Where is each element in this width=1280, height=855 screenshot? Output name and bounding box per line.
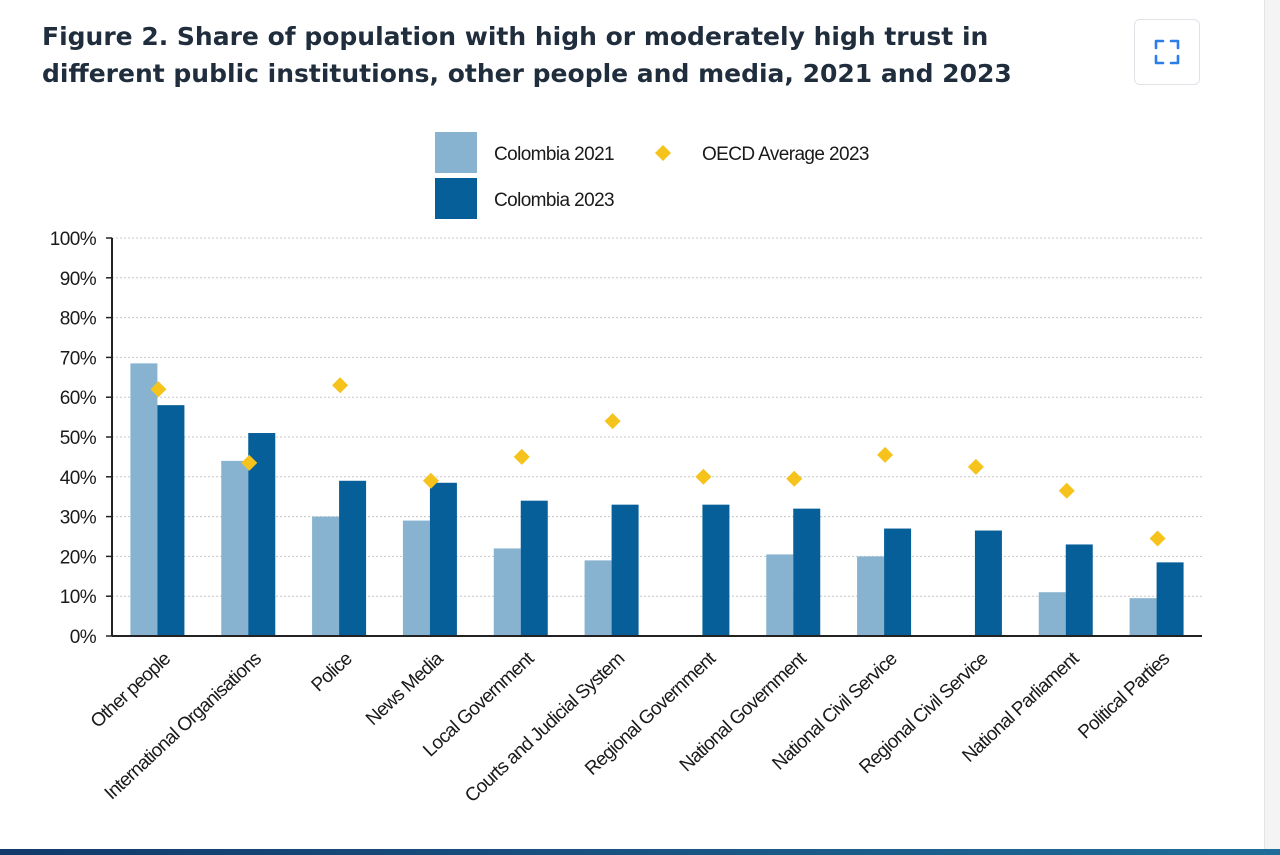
legend-label: Colombia 2021 [494,144,614,165]
legend-swatch [435,132,477,173]
page-title: Figure 2. Share of population with high … [42,22,1012,88]
bar-colombia-2021 [493,548,521,636]
legend-swatch [435,178,477,219]
marker-oecd-average-2023 [695,468,712,485]
bar-colombia-2021 [221,460,249,636]
x-category-label: Other people [87,649,175,733]
legend-swatch [655,145,671,161]
marker-oecd-average-2023 [1149,530,1166,547]
bar-colombia-2023 [429,482,457,636]
bar-colombia-2021 [1038,592,1066,636]
y-tick-label: 0% [70,627,97,648]
axes [111,238,1202,637]
bar-colombia-2023 [157,405,185,636]
x-category-label: International Organisations [101,649,266,805]
marker-oecd-average-2023 [877,446,894,463]
bar-colombia-2021 [402,520,430,636]
gridlines [106,237,1202,637]
bars [130,363,1184,636]
legend-colombia-2023: Colombia 2023 [435,178,615,219]
x-category-label: Police [308,649,357,697]
legend: Colombia 2021 Colombia 2023 OECD Average 2… [435,132,870,219]
marker-oecd-average-2023 [604,413,621,430]
oecd-markers [150,377,1166,547]
bar-colombia-2021 [584,560,612,636]
bar-colombia-2023 [1065,544,1093,636]
scrollbar[interactable] [1264,0,1280,855]
bar-colombia-2021 [1129,598,1157,636]
bar-colombia-2023 [611,504,639,636]
marker-oecd-average-2023 [150,381,167,398]
marker-oecd-average-2023 [422,472,439,489]
bar-colombia-2021 [766,554,794,636]
y-tick-label: 80% [60,309,97,330]
legend-label: OECD Average 2023 [702,144,869,165]
expand-button[interactable] [1134,19,1200,85]
y-tick-label: 20% [60,547,97,568]
y-tick-label: 40% [60,468,97,489]
y-tick-label: 60% [60,388,97,409]
marker-oecd-average-2023 [513,448,530,465]
marker-oecd-average-2023 [332,377,349,394]
marker-oecd-average-2023 [1058,482,1075,499]
bar-colombia-2023 [702,504,730,636]
y-tick-label: 70% [60,348,97,369]
bar-colombia-2021 [857,556,885,636]
bottom-accent-bar [0,849,1280,855]
marker-oecd-average-2023 [786,470,803,487]
bar-colombia-2023 [1156,562,1184,636]
x-category-label: Courts and Judicial System [461,649,628,807]
bar-colombia-2023 [339,480,367,636]
bar-colombia-2023 [520,500,548,636]
marker-oecd-average-2023 [967,458,984,475]
legend-colombia-2021: Colombia 2021 [435,132,615,173]
bar-colombia-2021 [130,363,158,636]
legend-label: Colombia 2023 [494,190,614,211]
bar-colombia-2023 [793,508,821,636]
bar-colombia-2021 [312,516,340,636]
bar-colombia-2023 [884,528,912,636]
x-category-label: News Media [362,648,448,730]
y-tick-label: 50% [60,428,97,449]
y-tick-label: 10% [60,587,97,608]
y-tick-label: 30% [60,508,97,529]
expand-icon [1154,39,1180,65]
bar-colombia-2023 [974,530,1002,636]
marker-oecd-average-2023 [241,454,258,471]
x-category-label: Political Parties [1074,649,1174,744]
y-tick-label: 100% [50,229,97,250]
legend-oecd-average-2023: OECD Average 2023 [655,144,870,165]
y-tick-label: 90% [60,269,97,290]
y-tick-labels: 0% 10% 20% 30% 40% 50% 60% 70% 80% 90% 100% [50,229,98,648]
